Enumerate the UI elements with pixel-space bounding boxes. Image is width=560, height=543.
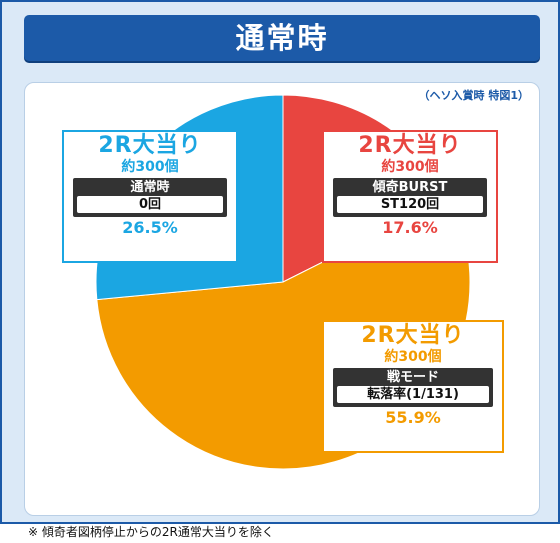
callout-burst-detail: ST120回 [337,196,483,213]
footnote: ※ 傾奇者図柄停止からの2R通常大当りを除く [28,525,274,539]
callout-burst-box: 傾奇BURST ST120回 [333,178,487,217]
callout-battle-detail: 転落率(1/131) [337,386,489,403]
callout-burst-mode: 傾奇BURST [372,180,448,195]
callout-normal-detail: 0回 [77,196,223,213]
callout-battle-percent: 55.9% [385,408,441,427]
callout-normal-heading: 2R大当り [98,133,202,158]
callout-battle-mode: 戦モード [386,370,439,385]
callout-normal: 2R大当り 約300個 通常時 0回 26.5% [62,130,238,263]
callout-burst-count: 約300個 [381,159,439,175]
callout-battle: 2R大当り 約300個 戦モード 転落率(1/131) 55.9% [322,320,504,453]
chart-panel: （ヘソ入賞時 特図1） 2R大当り 約300個 通常時 0回 26.5% 2R大… [24,82,540,516]
callout-normal-mode: 通常時 [130,180,170,195]
chart-note: （ヘソ入賞時 特図1） [418,89,529,102]
callout-normal-box: 通常時 0回 [73,178,227,217]
page-title: 通常時 [24,15,540,61]
callout-burst-heading: 2R大当り [358,133,462,158]
outer-frame: 通常時 （ヘソ入賞時 特図1） 2R大当り 約300個 通常時 0回 26.5%… [0,0,560,524]
callout-battle-box: 戦モード 転落率(1/131) [333,368,493,407]
callout-normal-count: 約300個 [121,159,179,175]
callout-burst: 2R大当り 約300個 傾奇BURST ST120回 17.6% [322,130,498,263]
callout-normal-percent: 26.5% [122,218,178,237]
callout-burst-percent: 17.6% [382,218,438,237]
callout-battle-count: 約300個 [384,349,442,365]
callout-battle-heading: 2R大当り [361,323,465,348]
